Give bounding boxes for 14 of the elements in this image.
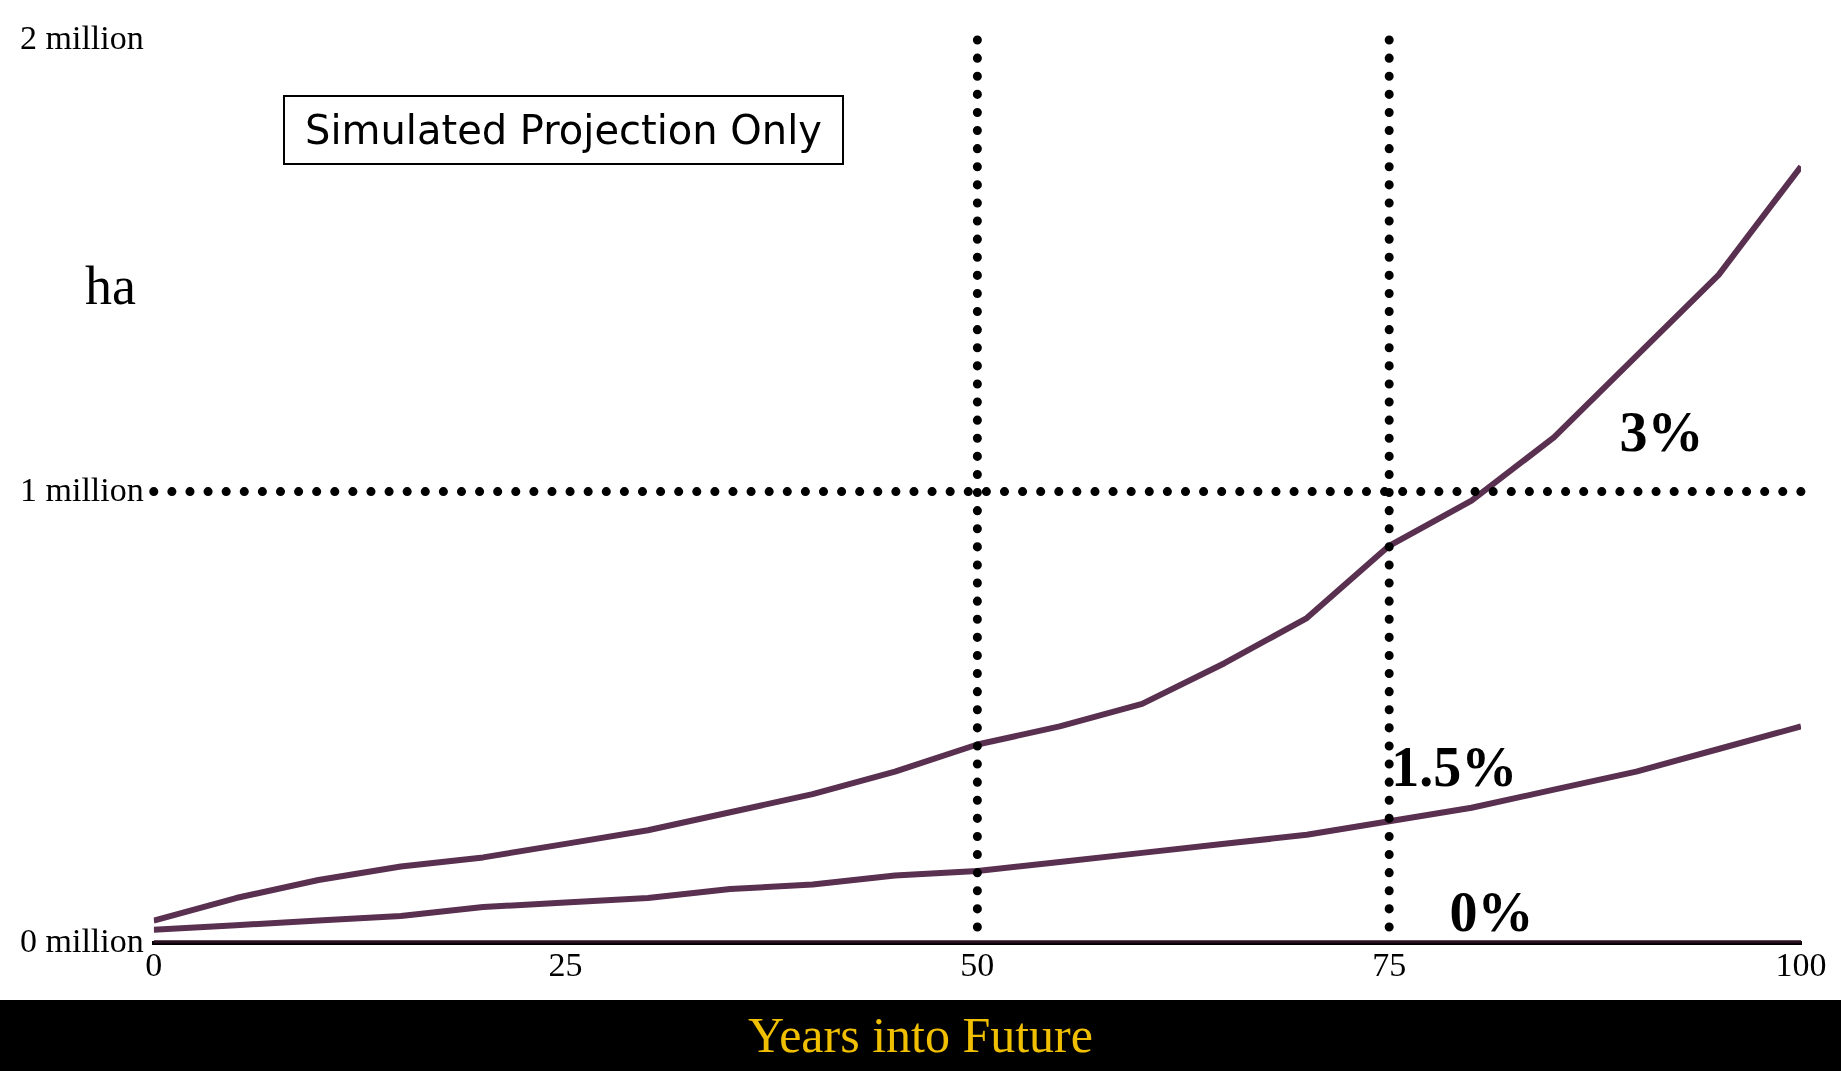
x-tick-label: 25 bbox=[548, 945, 583, 983]
x-tick-label: 100 bbox=[1775, 945, 1827, 983]
y-tick-label: 1 million bbox=[20, 470, 144, 508]
x-tick-label: 75 bbox=[1372, 945, 1407, 983]
y-tick-label: 2 million bbox=[20, 18, 144, 56]
x-axis-title: Years into Future bbox=[0, 1000, 1841, 1071]
x-tick-label: 0 bbox=[145, 945, 163, 983]
series-label: 1.5% bbox=[1391, 736, 1518, 799]
annotation: Simulated Projection Only bbox=[283, 95, 844, 165]
series-label: 0% bbox=[1449, 881, 1534, 944]
y-tick-label: 0 million bbox=[20, 922, 144, 960]
y-axis-title: ha bbox=[85, 255, 136, 317]
series-label: 3% bbox=[1619, 400, 1704, 463]
x-tick-label: 50 bbox=[960, 945, 995, 983]
